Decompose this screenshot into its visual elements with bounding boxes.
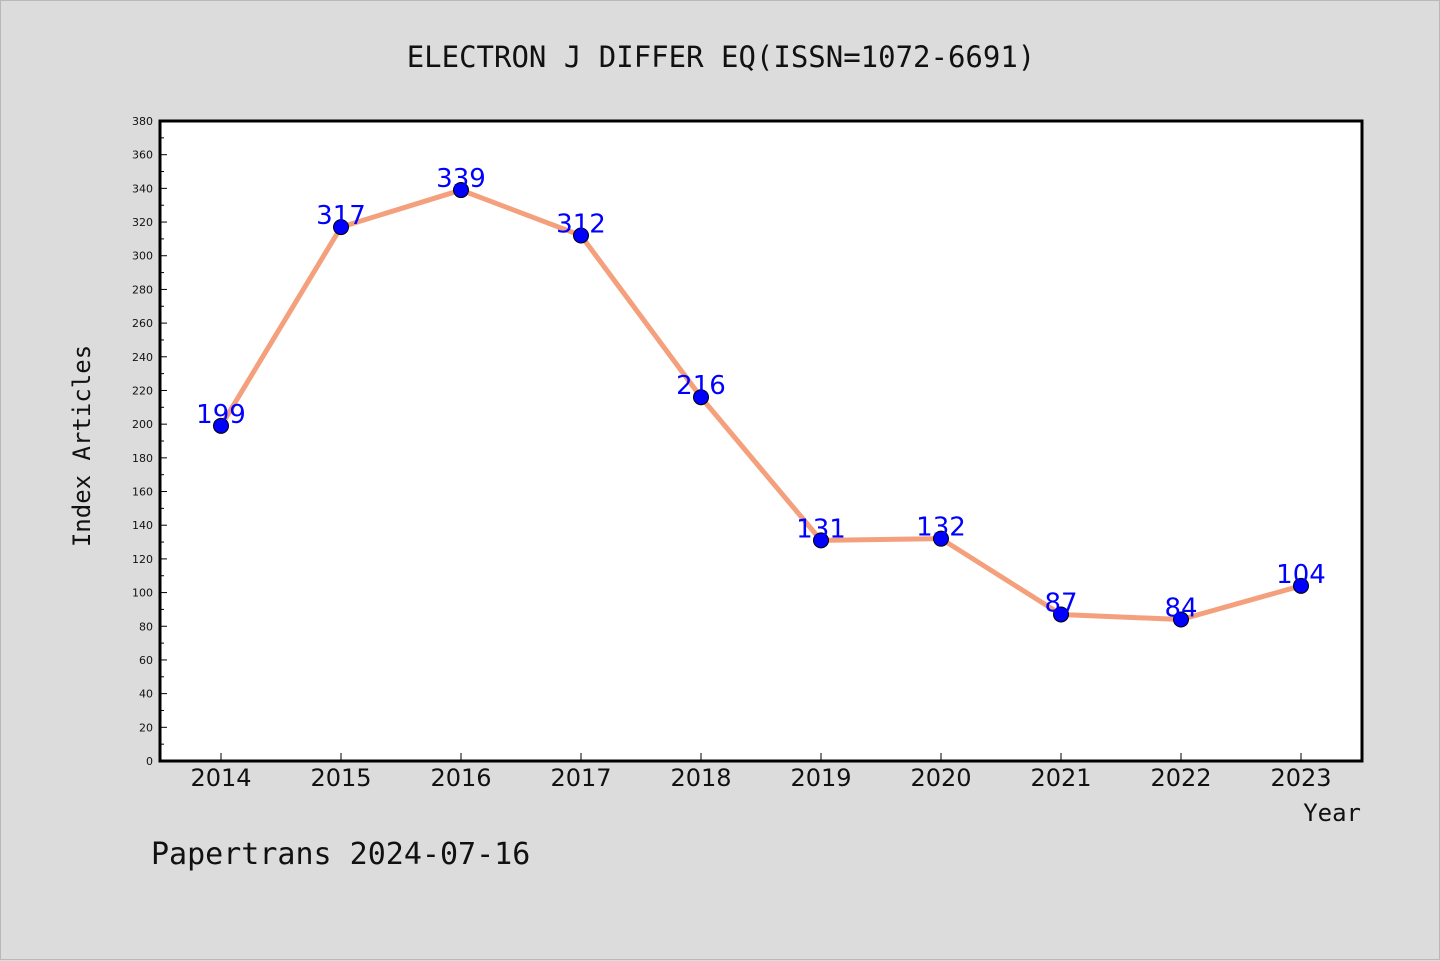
x-axis-label: Year xyxy=(1303,799,1361,827)
y-tick-label: 120 xyxy=(132,553,153,566)
x-tick-label: 2018 xyxy=(670,764,731,792)
y-tick-label: 100 xyxy=(132,587,153,600)
x-tick-label: 2023 xyxy=(1270,764,1331,792)
data-label: 317 xyxy=(316,201,366,231)
data-label: 132 xyxy=(916,513,966,543)
y-axis: 0 20 40 60 80 100 120 140 160 180 200 220 240 260 280 3… xyxy=(132,115,167,768)
y-tick-label: 240 xyxy=(132,351,153,364)
x-tick-label: 2016 xyxy=(430,764,491,792)
chart-title: ELECTRON J DIFFER EQ(ISSN=1072-6691) xyxy=(407,40,1036,74)
data-label: 131 xyxy=(796,514,846,544)
y-tick-label: 220 xyxy=(132,384,153,397)
data-label: 339 xyxy=(436,164,486,194)
y-tick-label: 40 xyxy=(139,688,153,701)
x-tick-label: 2021 xyxy=(1030,764,1091,792)
data-label: 312 xyxy=(556,210,606,240)
data-point xyxy=(333,219,349,236)
y-tick-label: 60 xyxy=(139,654,153,667)
y-tick-label: 160 xyxy=(132,486,153,499)
data-point xyxy=(1173,611,1189,628)
y-tick-label: 300 xyxy=(132,250,153,263)
y-tick-label: 380 xyxy=(132,115,153,128)
data-label: 84 xyxy=(1164,594,1197,624)
data-point xyxy=(213,417,229,434)
data-labels: 199 317 339 312 216 131 132 87 84 104 xyxy=(196,164,1326,623)
data-label: 216 xyxy=(676,371,726,401)
series-line xyxy=(218,187,1302,623)
data-label: 199 xyxy=(196,400,246,430)
y-tick-label: 80 xyxy=(139,620,153,633)
x-tick-label: 2015 xyxy=(310,764,371,792)
plot-area xyxy=(158,119,1364,763)
data-point xyxy=(573,227,589,244)
y-axis-label: Index Articles xyxy=(68,345,96,547)
x-tick-label: 2017 xyxy=(550,764,611,792)
y-tick-label: 360 xyxy=(132,149,153,162)
data-point xyxy=(933,530,949,547)
data-label: 87 xyxy=(1044,588,1077,618)
data-point xyxy=(1053,606,1069,623)
data-points xyxy=(213,182,1309,628)
y-tick-label: 180 xyxy=(132,452,153,465)
y-tick-label: 340 xyxy=(132,182,153,195)
y-tick-label: 280 xyxy=(132,283,153,296)
x-tick-label: 2020 xyxy=(910,764,971,792)
data-point xyxy=(1293,577,1309,594)
y-tick-label: 0 xyxy=(146,755,153,768)
x-tick-label: 2019 xyxy=(790,764,851,792)
data-point xyxy=(813,532,829,549)
y-tick-label: 140 xyxy=(132,519,153,532)
x-axis: 2014 2015 2016 2017 2018 2019 2020 2021 2022 2023 xyxy=(190,753,1332,792)
y-tick-label: 320 xyxy=(132,216,153,229)
y-tick-label: 200 xyxy=(132,418,153,431)
y-tick-label: 260 xyxy=(132,317,153,330)
x-tick-label: 2022 xyxy=(1150,764,1211,792)
footer-credit: Papertrans 2024-07-16 xyxy=(151,837,530,872)
series-line-group xyxy=(218,187,1302,623)
data-label: 104 xyxy=(1276,560,1326,590)
x-tick-label: 2014 xyxy=(190,764,251,792)
y-tick-label: 20 xyxy=(139,721,153,734)
data-point xyxy=(693,389,709,406)
data-point xyxy=(453,182,469,199)
